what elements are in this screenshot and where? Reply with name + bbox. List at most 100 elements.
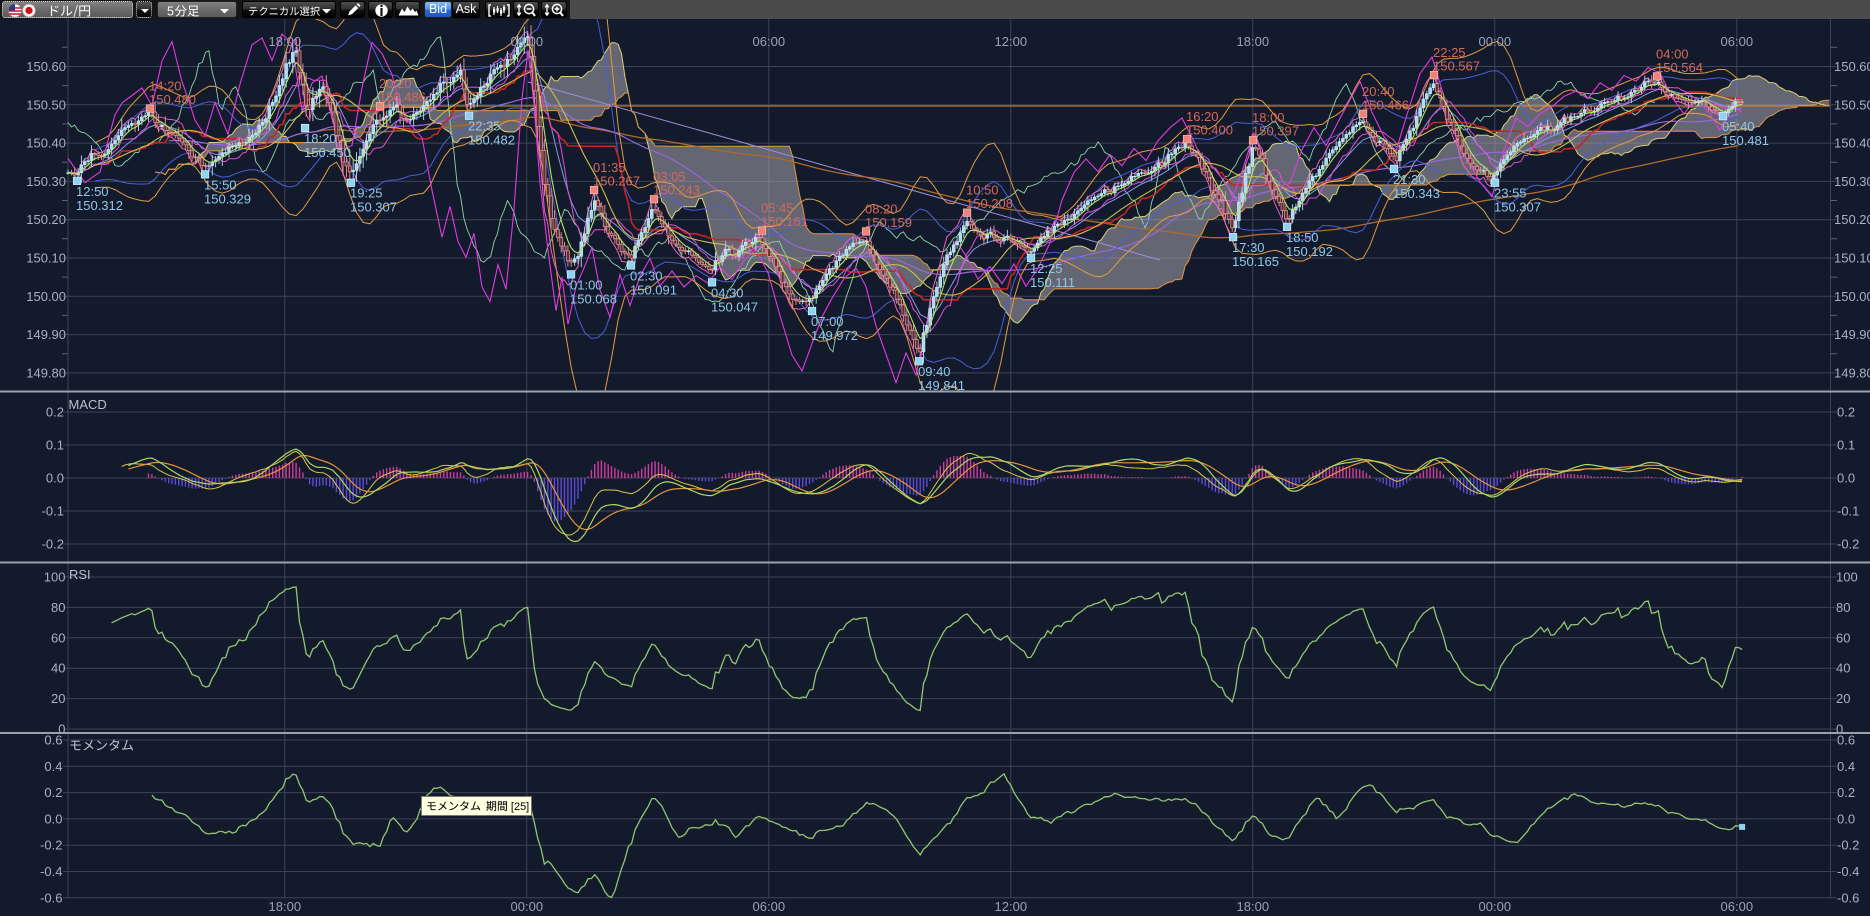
svg-text:149.972: 149.972 (811, 328, 858, 343)
svg-text:150.10: 150.10 (26, 251, 66, 266)
svg-text:16:20: 16:20 (1186, 109, 1219, 124)
svg-text:05:40: 05:40 (1722, 119, 1755, 134)
svg-text:14:20: 14:20 (149, 79, 182, 94)
svg-text:150.165: 150.165 (1232, 254, 1279, 269)
svg-text:23:55: 23:55 (1494, 186, 1527, 201)
svg-text:01:00: 01:00 (570, 277, 603, 292)
svg-text:150.60: 150.60 (1834, 59, 1870, 74)
svg-text:60: 60 (51, 630, 65, 645)
svg-text:150.307: 150.307 (1494, 200, 1541, 215)
svg-text:150.480: 150.480 (149, 92, 196, 107)
svg-text:04:30: 04:30 (711, 285, 744, 300)
svg-text:150.10: 150.10 (1834, 251, 1870, 266)
svg-text:18:00: 18:00 (1252, 110, 1285, 125)
svg-text:06:00: 06:00 (753, 899, 786, 914)
svg-text:-0.6: -0.6 (1837, 890, 1859, 905)
svg-text:149.80: 149.80 (26, 365, 66, 380)
svg-text:20:20: 20:20 (379, 76, 412, 91)
svg-text:0.4: 0.4 (1837, 759, 1855, 774)
svg-text:-0.4: -0.4 (40, 864, 62, 879)
svg-text:0.0: 0.0 (1837, 471, 1855, 486)
svg-text:22:35: 22:35 (468, 119, 501, 134)
svg-text:150.397: 150.397 (1252, 124, 1299, 139)
svg-text:0: 0 (58, 722, 65, 737)
svg-text:00:00: 00:00 (511, 34, 544, 49)
svg-text:150.40: 150.40 (26, 136, 66, 151)
svg-text:18:00: 18:00 (1237, 34, 1270, 49)
svg-text:0.1: 0.1 (46, 438, 64, 453)
svg-text:80: 80 (1836, 600, 1850, 615)
svg-text:06:00: 06:00 (1721, 899, 1754, 914)
svg-text:150.486: 150.486 (379, 90, 426, 105)
svg-text:0: 0 (1836, 722, 1843, 737)
svg-text:21:30: 21:30 (1393, 172, 1426, 187)
svg-text:-0.1: -0.1 (1837, 504, 1859, 519)
svg-text:08:20: 08:20 (865, 201, 898, 216)
svg-text:150.161: 150.161 (761, 214, 808, 229)
svg-text:150.00: 150.00 (26, 289, 66, 304)
svg-text:149.80: 149.80 (1834, 365, 1870, 380)
svg-text:150.60: 150.60 (26, 59, 66, 74)
svg-text:150.312: 150.312 (76, 198, 123, 213)
svg-text:150.047: 150.047 (711, 299, 758, 314)
svg-text:149.90: 149.90 (26, 327, 66, 342)
svg-text:100: 100 (44, 570, 66, 585)
svg-text:0.2: 0.2 (1837, 405, 1855, 420)
svg-text:05:45: 05:45 (761, 201, 794, 216)
svg-text:149.841: 149.841 (918, 378, 965, 393)
svg-text:09:40: 09:40 (918, 364, 951, 379)
svg-text:17:30: 17:30 (1232, 240, 1265, 255)
svg-text:0.0: 0.0 (46, 471, 64, 486)
svg-text:15:50: 15:50 (204, 177, 237, 192)
svg-text:-0.1: -0.1 (42, 504, 64, 519)
svg-text:150.20: 150.20 (26, 212, 66, 227)
svg-text:150.466: 150.466 (1362, 97, 1409, 112)
svg-text:19:25: 19:25 (350, 186, 383, 201)
svg-text:07:00: 07:00 (811, 314, 844, 329)
svg-text:20: 20 (51, 691, 65, 706)
svg-text:02:30: 02:30 (630, 268, 663, 283)
svg-text:80: 80 (51, 600, 65, 615)
svg-text:06:00: 06:00 (1721, 34, 1754, 49)
svg-text:10:50: 10:50 (966, 183, 999, 198)
svg-text:150.30: 150.30 (26, 174, 66, 189)
svg-text:100: 100 (1836, 570, 1858, 585)
svg-text:150.50: 150.50 (1834, 97, 1870, 112)
svg-text:12:25: 12:25 (1030, 261, 1063, 276)
svg-text:04:00: 04:00 (1656, 46, 1689, 61)
svg-text:0.0: 0.0 (1837, 811, 1855, 826)
svg-text:00:00: 00:00 (1479, 899, 1512, 914)
svg-text:18:50: 18:50 (1286, 230, 1319, 245)
svg-text:0.6: 0.6 (1837, 733, 1855, 748)
svg-text:150.482: 150.482 (468, 133, 515, 148)
svg-text:150.40: 150.40 (1834, 136, 1870, 151)
svg-text:12:50: 12:50 (76, 184, 109, 199)
svg-text:0.4: 0.4 (44, 759, 62, 774)
svg-text:150.343: 150.343 (1393, 186, 1440, 201)
svg-text:00:00: 00:00 (511, 899, 544, 914)
svg-text:06:00: 06:00 (753, 34, 786, 49)
svg-text:0.2: 0.2 (46, 405, 64, 420)
svg-text:-0.2: -0.2 (1837, 537, 1859, 552)
svg-text:18:00: 18:00 (269, 899, 302, 914)
svg-text:18:20: 18:20 (304, 131, 337, 146)
svg-text:150.567: 150.567 (1433, 59, 1480, 74)
svg-text:150.091: 150.091 (630, 282, 677, 297)
svg-text:03:05: 03:05 (653, 169, 686, 184)
svg-text:150.267: 150.267 (593, 174, 640, 189)
svg-text:150.30: 150.30 (1834, 174, 1870, 189)
svg-text:40: 40 (1836, 661, 1850, 676)
svg-text:150.481: 150.481 (1722, 133, 1769, 148)
svg-text:20: 20 (1836, 691, 1850, 706)
svg-text:0.0: 0.0 (44, 811, 62, 826)
svg-text:150.208: 150.208 (966, 196, 1013, 211)
svg-text:[25]: [25] (511, 801, 529, 813)
svg-text:150.192: 150.192 (1286, 244, 1333, 259)
svg-text:150.50: 150.50 (26, 97, 66, 112)
svg-text:-0.6: -0.6 (40, 890, 62, 905)
svg-text:0.2: 0.2 (1837, 785, 1855, 800)
svg-text:00:00: 00:00 (1479, 34, 1512, 49)
svg-text:150.450: 150.450 (304, 145, 351, 160)
svg-text:-0.4: -0.4 (1837, 864, 1859, 879)
svg-text:-0.2: -0.2 (40, 838, 62, 853)
